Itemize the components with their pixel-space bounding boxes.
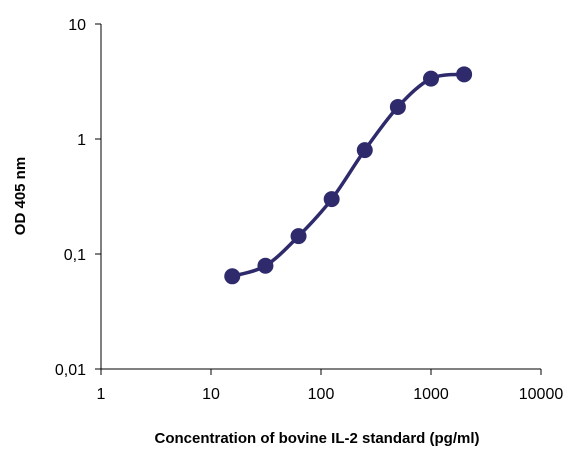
data-point [290,228,307,245]
series [224,66,473,285]
x-tick-label: 10000 [519,386,564,403]
data-point [257,257,274,274]
x-tick-label: 10 [202,386,220,403]
x-axis-title: Concentration of bovine IL-2 standard (p… [154,430,479,447]
y-tick-label: 10 [68,17,86,34]
data-point [224,268,241,285]
data-point [356,142,373,159]
data-point [456,66,473,83]
y-tick-label: 1 [77,132,86,149]
y-tick-label: 0,01 [55,362,86,379]
x-tick-label: 1000 [413,386,449,403]
data-point [323,191,340,208]
data-point [423,70,439,87]
x-tick-label: 1 [97,386,106,403]
y-tick-label: 0,1 [64,247,86,264]
axes [100,24,541,370]
ticks: 1 10 100 1000 10000 0,01 0,1 1 10 [55,17,563,403]
data-point [389,98,406,115]
series-line [230,72,466,279]
y-axis-title: OD 405 nm [12,157,29,235]
x-tick-label: 100 [308,386,335,403]
